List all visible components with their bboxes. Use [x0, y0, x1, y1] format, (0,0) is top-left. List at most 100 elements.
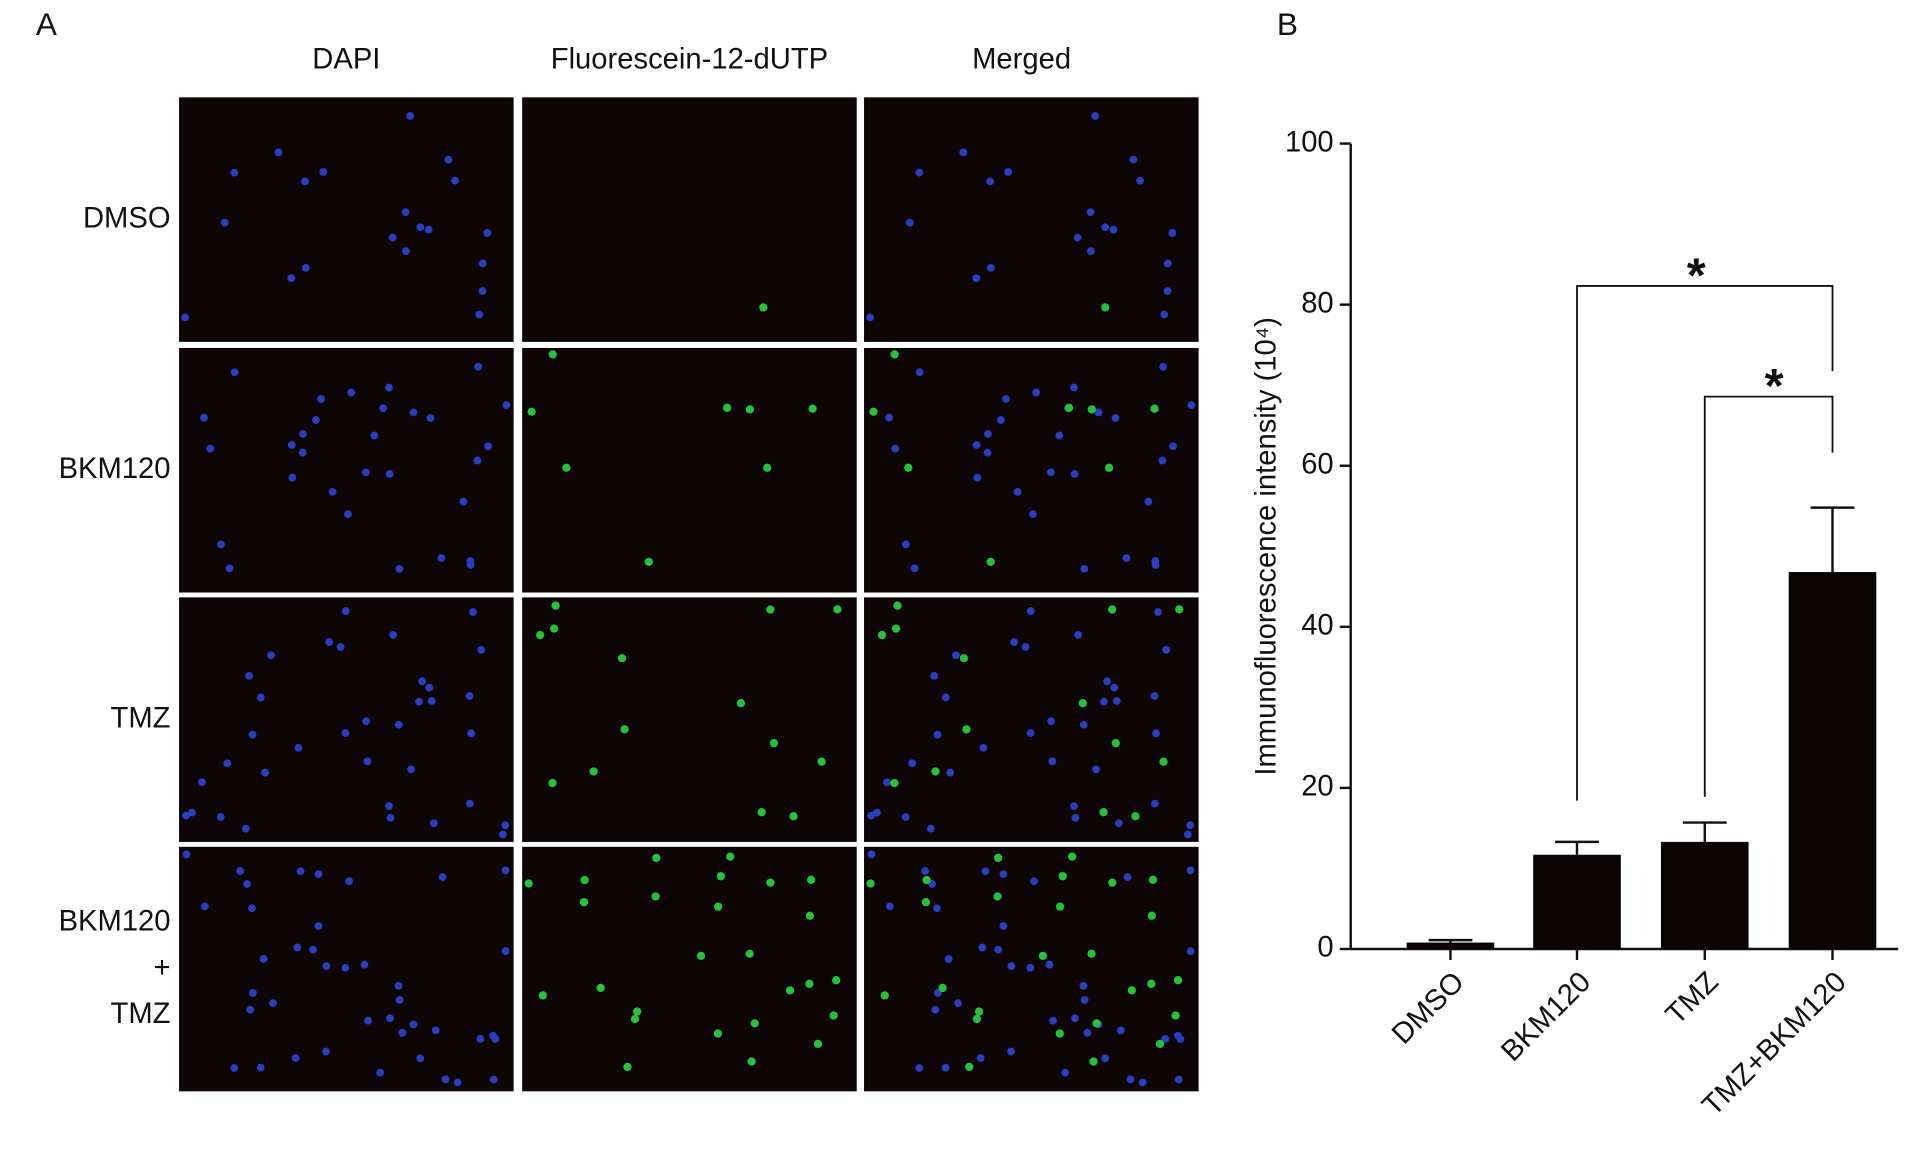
- nucleus: [301, 177, 310, 186]
- nucleus: [915, 368, 924, 377]
- apoptotic-nucleus: [652, 853, 661, 863]
- apoptotic-nucleus: [1159, 757, 1168, 766]
- nucleus: [1026, 729, 1035, 737]
- nucleus: [328, 487, 337, 496]
- nucleus: [296, 867, 305, 876]
- nucleus: [1049, 1016, 1057, 1025]
- apoptotic-nucleus: [1111, 739, 1120, 748]
- apoptotic-nucleus: [993, 892, 1002, 901]
- nucleus: [1092, 765, 1100, 774]
- apoptotic-nucleus: [813, 1039, 823, 1049]
- nucleus: [1186, 947, 1195, 955]
- nucleus: [437, 554, 446, 562]
- nucleus: [230, 368, 239, 377]
- nucleus: [1071, 813, 1080, 822]
- nucleus: [386, 813, 395, 822]
- nucleus: [1161, 1034, 1170, 1043]
- nucleus: [1174, 1075, 1183, 1084]
- nucleus: [200, 902, 209, 911]
- nucleus: [230, 1064, 239, 1072]
- apoptotic-nucleus: [866, 879, 875, 888]
- apoptotic-nucleus: [1155, 1039, 1165, 1049]
- apoptotic-nucleus: [891, 624, 901, 633]
- nucleus: [926, 824, 935, 833]
- nucleus: [309, 945, 317, 954]
- nucleus: [325, 638, 334, 646]
- apoptotic-nucleus: [757, 808, 766, 817]
- nucleus: [301, 264, 310, 272]
- nucleus: [1110, 683, 1119, 692]
- row-label: BKM120: [59, 906, 171, 938]
- nucleus: [478, 259, 487, 268]
- nucleus: [1129, 155, 1138, 164]
- nucleus: [1152, 729, 1160, 738]
- significance-star: *: [1687, 248, 1706, 302]
- nucleus: [1045, 960, 1054, 969]
- nucleus: [978, 943, 987, 952]
- nucleus: [466, 561, 475, 569]
- apoptotic-nucleus: [630, 1014, 640, 1024]
- nucleus: [345, 877, 354, 886]
- nucleus: [489, 1031, 497, 1040]
- nucleus: [341, 729, 350, 737]
- nucleus: [1109, 225, 1118, 234]
- apoptotic-nucleus: [623, 1062, 632, 1072]
- apoptotic-nucleus: [893, 601, 902, 610]
- nucleus: [867, 850, 876, 859]
- apoptotic-nucleus: [745, 949, 754, 958]
- nucleus: [287, 274, 296, 283]
- nucleus: [1080, 996, 1089, 1004]
- apoptotic-nucleus: [596, 983, 605, 993]
- nucleus: [1136, 176, 1144, 185]
- nucleus: [261, 768, 270, 777]
- nucleus: [360, 960, 369, 969]
- nucleus: [867, 811, 875, 820]
- apoptotic-nucleus: [1147, 979, 1156, 988]
- apoptotic-nucleus: [747, 1057, 756, 1066]
- nucleus: [223, 759, 232, 768]
- apoptotic-nucleus: [548, 350, 557, 359]
- nucleus: [1021, 643, 1030, 651]
- apoptotic-nucleus: [551, 601, 560, 610]
- nucleus: [489, 1075, 498, 1084]
- column-header: DAPI: [312, 44, 380, 76]
- nucleus: [1122, 554, 1131, 562]
- apoptotic-nucleus: [750, 1019, 759, 1028]
- nucleus: [915, 1064, 924, 1072]
- nucleus: [298, 448, 307, 457]
- apoptotic-nucleus: [1171, 1011, 1180, 1020]
- nucleus: [1163, 287, 1172, 295]
- nucleus: [395, 564, 404, 573]
- apoptotic-nucleus: [549, 624, 559, 633]
- micrograph-grid: DAPI Fluorescein-12-dUTP Merged DMSO BKM120 T…: [59, 44, 1199, 1092]
- nucleus: [474, 362, 483, 371]
- nucleus: [431, 1026, 440, 1035]
- apoptotic-nucleus: [1131, 812, 1140, 821]
- nucleus: [915, 168, 924, 177]
- apoptotic-nucleus: [986, 557, 995, 567]
- apoptotic-nucleus: [1173, 976, 1183, 985]
- nucleus: [1163, 259, 1172, 268]
- x-tick-label: BKM120: [1495, 966, 1597, 1068]
- apoptotic-nucleus: [785, 986, 795, 995]
- nucleus: [484, 442, 492, 451]
- nucleus: [1183, 830, 1192, 839]
- nucleus: [182, 850, 191, 859]
- apoptotic-nucleus: [1148, 875, 1158, 884]
- nucleus: [891, 444, 900, 453]
- nucleus: [181, 313, 190, 322]
- nucleus: [1013, 487, 1022, 496]
- nucleus: [1162, 645, 1171, 654]
- nucleus: [418, 677, 426, 686]
- nucleus: [336, 643, 345, 651]
- nucleus: [1070, 802, 1078, 811]
- nucleus: [476, 1034, 485, 1043]
- apoptotic-nucleus: [1078, 699, 1087, 708]
- nucleus: [1114, 819, 1123, 828]
- nucleus: [931, 1005, 940, 1014]
- apoptotic-nucleus: [1058, 872, 1067, 881]
- nucleus: [385, 383, 393, 392]
- nucleus: [1004, 168, 1013, 176]
- nucleus: [1159, 362, 1168, 371]
- nucleus: [269, 999, 277, 1008]
